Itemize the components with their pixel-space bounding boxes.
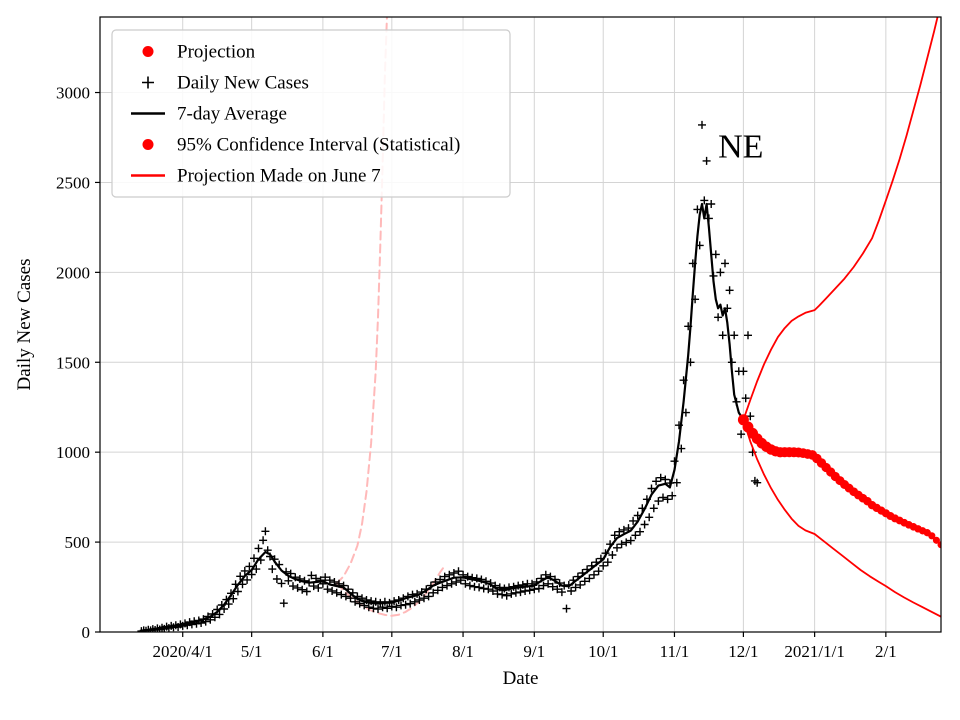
x-tick-label: 11/1 [660, 642, 690, 661]
y-tick-label: 2000 [56, 263, 90, 282]
projection-dot [928, 532, 936, 540]
y-tick-label: 1000 [56, 443, 90, 462]
axes-box [99, 16, 942, 633]
legend-dot-marker [142, 46, 154, 57]
series-june-7-projection-upper-ci-faded [335, 17, 388, 585]
x-tick-label: 10/1 [588, 642, 618, 661]
legend-label: Daily New Cases [177, 73, 309, 94]
y-tick-label: 500 [65, 533, 91, 552]
legend-box [111, 29, 511, 198]
x-tick-label: 2/1 [875, 642, 897, 661]
legend-item-projection: Projection [142, 42, 256, 63]
tick-labels: 2020/4/1 5/1 6/1 7/1 8/1 9/1 10/1 11/1 12/1 2021/… [56, 84, 897, 661]
x-tick-label: 2021/1/1 [784, 642, 844, 661]
legend-item-7-day-average: 7-day Average [131, 104, 287, 125]
legend-item-95-confidence-interval-statistical: 95% Confidence Interval (Statistical) [142, 135, 460, 156]
legend-label: Projection [177, 42, 256, 63]
x-tick-label: 5/1 [241, 642, 263, 661]
projection-dot [932, 536, 940, 544]
series-layer [137, 17, 941, 632]
x-tick-label: 12/1 [728, 642, 758, 661]
y-tick-label: 0 [82, 623, 91, 642]
x-axis-label: Date [503, 668, 539, 689]
series-95-ci-upper [742, 17, 939, 421]
series-95-ci-lower [742, 418, 941, 618]
series-projection [737, 414, 941, 549]
legend-item-daily-new-cases: Daily New Cases [142, 73, 309, 94]
legend-label: 95% Confidence Interval (Statistical) [177, 135, 460, 156]
tick-marks [95, 91, 887, 637]
legend-label: Projection Made on June 7 [177, 166, 381, 187]
legend-item-projection-made-on-june-7: Projection Made on June 7 [131, 166, 381, 187]
y-tick-label: 2500 [56, 173, 90, 192]
series-7-day-average [140, 202, 745, 632]
x-tick-label: 6/1 [312, 642, 334, 661]
y-tick-label: 3000 [56, 84, 90, 103]
legend-plus-marker [142, 76, 154, 89]
x-tick-label: 9/1 [523, 642, 545, 661]
x-tick-label: 2020/4/1 [152, 642, 212, 661]
projection-dot [937, 541, 941, 549]
legend-label: 7-day Average [177, 104, 287, 125]
y-axis-label: Daily New Cases [14, 259, 35, 391]
y-tick-label: 1500 [56, 353, 90, 372]
legend-dot-marker [142, 139, 154, 150]
state-annotation: NE [718, 128, 763, 165]
x-tick-label: 7/1 [381, 642, 403, 661]
x-tick-label: 8/1 [452, 642, 474, 661]
legend: Projection Daily New Cases 7-day Average 95… [111, 29, 511, 198]
